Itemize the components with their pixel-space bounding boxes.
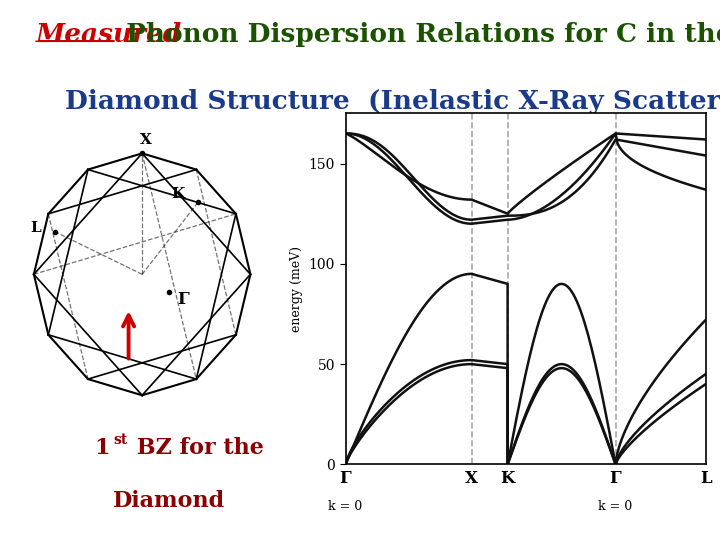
Text: Measured: Measured — [36, 22, 182, 46]
Text: st: st — [113, 433, 127, 447]
Text: K: K — [171, 187, 185, 201]
Text: 1: 1 — [95, 437, 110, 459]
Text: Phonon Dispersion Relations for C in the: Phonon Dispersion Relations for C in the — [117, 22, 720, 46]
Text: Diamond Structure  (Inelastic X-Ray Scattering): Diamond Structure (Inelastic X-Ray Scatt… — [65, 89, 720, 113]
Text: k = 0: k = 0 — [328, 500, 363, 513]
Text: Γ: Γ — [177, 291, 189, 308]
Y-axis label: energy (meV): energy (meV) — [290, 246, 303, 332]
Text: Diamond: Diamond — [113, 490, 225, 512]
Text: X: X — [140, 133, 151, 147]
Text: BZ for the: BZ for the — [129, 437, 264, 459]
Text: k = 0: k = 0 — [598, 500, 633, 513]
Text: L: L — [30, 221, 40, 235]
